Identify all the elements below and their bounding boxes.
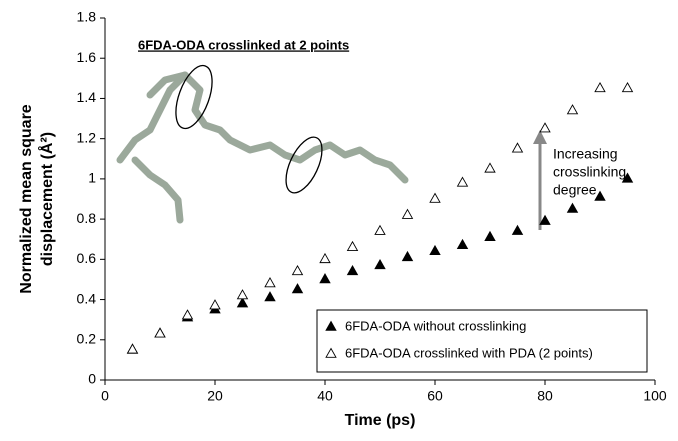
annotation-text: degree bbox=[553, 182, 597, 198]
data-point bbox=[456, 176, 469, 187]
data-point bbox=[346, 240, 359, 252]
data-point bbox=[429, 192, 441, 203]
x-tick-label: 100 bbox=[643, 388, 667, 404]
data-point bbox=[539, 122, 551, 133]
highlight-ellipse bbox=[175, 64, 213, 130]
molecule-illustration bbox=[116, 71, 409, 224]
data-point bbox=[209, 299, 221, 310]
legend-label: 6FDA-ODA without crosslinking bbox=[345, 318, 526, 333]
data-point bbox=[429, 244, 441, 256]
molecule-chain bbox=[146, 71, 189, 99]
data-point bbox=[621, 81, 634, 93]
y-tick-label: 1.4 bbox=[77, 89, 97, 105]
y-axis-label: displacement (Å²) bbox=[37, 132, 56, 266]
highlight-ellipse bbox=[285, 136, 323, 194]
y-tick-label: 0.8 bbox=[77, 210, 97, 226]
x-tick-label: 0 bbox=[101, 388, 109, 404]
data-point bbox=[236, 297, 249, 308]
data-point bbox=[566, 104, 579, 115]
data-point bbox=[484, 230, 496, 241]
x-axis-label: Time (ps) bbox=[345, 412, 416, 429]
data-point bbox=[484, 162, 496, 173]
data-point bbox=[401, 208, 414, 219]
data-point bbox=[401, 250, 414, 262]
y-tick-label: 0.6 bbox=[77, 250, 97, 266]
data-point bbox=[291, 283, 304, 294]
x-tick-label: 40 bbox=[317, 388, 333, 404]
data-point bbox=[236, 289, 249, 300]
y-tick-label: 0 bbox=[88, 371, 96, 387]
data-point bbox=[154, 327, 166, 338]
data-point bbox=[566, 202, 579, 213]
data-point bbox=[511, 142, 524, 153]
molecule-chain bbox=[131, 156, 184, 224]
annotation-text: Increasing bbox=[553, 146, 618, 162]
data-point bbox=[374, 224, 386, 235]
data-point bbox=[539, 214, 551, 225]
molecule-chain bbox=[116, 71, 409, 184]
x-tick-label: 80 bbox=[537, 388, 553, 404]
y-tick-label: 1.8 bbox=[77, 9, 97, 25]
data-point bbox=[594, 190, 606, 201]
legend-label: 6FDA-ODA crosslinked with PDA (2 points) bbox=[345, 345, 593, 360]
data-point bbox=[181, 309, 194, 320]
arrow-head bbox=[533, 130, 547, 144]
data-point bbox=[456, 238, 469, 250]
data-point bbox=[319, 273, 331, 284]
y-tick-label: 0.2 bbox=[77, 330, 97, 346]
y-tick-label: 1.2 bbox=[77, 129, 97, 145]
data-point bbox=[126, 343, 139, 354]
legend-marker bbox=[325, 320, 337, 331]
data-point bbox=[374, 258, 386, 270]
data-point bbox=[594, 81, 606, 93]
data-point bbox=[264, 291, 276, 302]
data-point bbox=[511, 224, 524, 235]
data-point bbox=[264, 277, 276, 288]
x-tick-label: 60 bbox=[427, 388, 443, 404]
legend-marker bbox=[325, 347, 337, 358]
y-tick-label: 1.6 bbox=[77, 49, 97, 65]
x-tick-label: 20 bbox=[207, 388, 223, 404]
data-point bbox=[319, 252, 331, 264]
y-tick-label: 0.4 bbox=[77, 290, 97, 306]
y-axis-label: Normalized mean square bbox=[18, 104, 35, 294]
data-point bbox=[291, 264, 304, 276]
legend-box bbox=[316, 309, 648, 373]
data-point bbox=[346, 264, 359, 276]
inset-title: 6FDA-ODA crosslinked at 2 points bbox=[138, 37, 349, 52]
annotation-text: crosslinking bbox=[553, 164, 626, 180]
data-point bbox=[621, 172, 634, 183]
y-tick-label: 1 bbox=[88, 170, 96, 186]
